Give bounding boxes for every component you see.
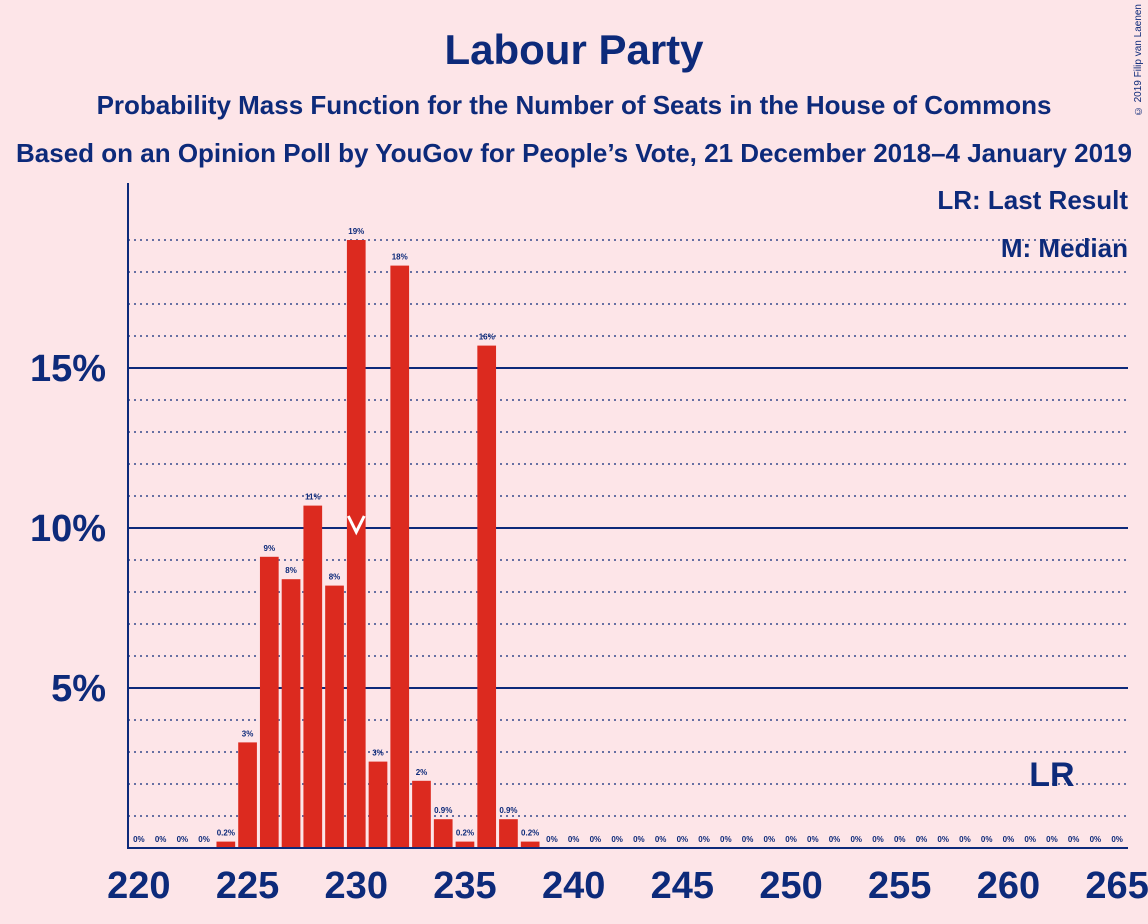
bar-value-label: 3% <box>242 729 254 738</box>
bar-value-label: 16% <box>479 333 495 342</box>
bar-value-label: 0% <box>1111 835 1123 844</box>
bar-232 <box>390 265 410 849</box>
bar-value-label: 0.2% <box>521 829 539 838</box>
bar-value-label: 0% <box>1090 835 1102 844</box>
bar-value-label: 0% <box>937 835 949 844</box>
bar-226 <box>259 556 279 848</box>
bar-value-label: 0% <box>155 835 167 844</box>
last-result-marker-label: LR <box>1029 756 1074 794</box>
bar-value-label: 0% <box>611 835 623 844</box>
bar-value-label: 0% <box>198 835 210 844</box>
bar-value-label: 0% <box>1046 835 1058 844</box>
bar-value-label: 3% <box>372 749 384 758</box>
bar-value-label: 0% <box>764 835 776 844</box>
x-tick-label: 220 <box>107 865 170 907</box>
chart-subtitle: Probability Mass Function for the Number… <box>96 90 1052 120</box>
bar-value-label: 0% <box>850 835 862 844</box>
bar-value-label: 2% <box>416 768 428 777</box>
bar-value-label: 0% <box>633 835 645 844</box>
y-tick-label: 10% <box>30 508 106 550</box>
y-tick-label: 15% <box>30 348 106 390</box>
bar-value-label: 0% <box>872 835 884 844</box>
bar-value-label: 11% <box>305 493 321 502</box>
x-tick-label: 255 <box>868 865 931 907</box>
x-tick-label: 225 <box>216 865 279 907</box>
bar-224 <box>216 841 236 848</box>
x-tick-label: 240 <box>542 865 605 907</box>
x-tick-label: 235 <box>433 865 496 907</box>
bar-value-label: 0% <box>1024 835 1036 844</box>
bar-233 <box>412 780 431 848</box>
bar-value-label: 0% <box>785 835 797 844</box>
x-tick-label: 230 <box>325 865 388 907</box>
x-tick-label: 265 <box>1085 865 1148 907</box>
bar-value-label: 0% <box>655 835 667 844</box>
bar-value-label: 0% <box>720 835 732 844</box>
bar-value-label: 0% <box>1003 835 1015 844</box>
bar-227 <box>281 579 301 848</box>
chart-source-subtitle: Based on an Opinion Poll by YouGov for P… <box>16 138 1132 168</box>
bar-value-label: 0% <box>959 835 971 844</box>
axis-layer: 5% 10% 15% 220 225 230 235 240 245 250 255 260 265 <box>30 183 1148 907</box>
bar-237 <box>499 819 518 848</box>
x-tick-label: 245 <box>651 865 714 907</box>
bar-230 <box>346 240 366 848</box>
chart-title: Labour Party <box>444 26 704 73</box>
bar-value-label: 0% <box>742 835 754 844</box>
legend-last-result: LR: Last Result <box>937 185 1128 215</box>
bar-228 <box>303 505 323 848</box>
bar-value-label: 0% <box>177 835 189 844</box>
bar-value-label: 8% <box>285 566 297 575</box>
bar-value-label: 0.9% <box>434 806 452 815</box>
bar-layer <box>216 240 540 849</box>
grid-layer <box>128 239 1128 817</box>
bar-value-label: 0.9% <box>499 806 517 815</box>
bar-234 <box>433 819 453 848</box>
bar-value-label: 0% <box>590 835 602 844</box>
bar-value-label: 0% <box>546 835 558 844</box>
legend-median: M: Median <box>1001 233 1128 263</box>
bar-value-label: 0.2% <box>456 829 474 838</box>
bar-value-label: 0% <box>807 835 819 844</box>
bar-value-label: 0% <box>568 835 580 844</box>
bar-value-label: 0% <box>1068 835 1080 844</box>
bar-value-label: 0% <box>677 835 689 844</box>
bar-231 <box>368 761 388 848</box>
bar-value-label: 9% <box>264 544 276 553</box>
bar-235 <box>455 841 475 848</box>
bar-value-label: 0% <box>133 835 145 844</box>
bar-value-label: 0% <box>981 835 993 844</box>
bar-value-label: 0% <box>698 835 710 844</box>
bar-236 <box>477 345 497 848</box>
bar-225 <box>238 742 257 848</box>
y-tick-label: 5% <box>51 668 106 710</box>
bar-value-label: 18% <box>392 253 408 262</box>
median-marker <box>346 515 366 536</box>
bar-value-label: 19% <box>348 227 364 236</box>
bar-value-label: 0.2% <box>217 829 235 838</box>
bar-value-label: 0% <box>916 835 928 844</box>
bar-label-layer: 0% 0% 0% 0% 0.2% 3% 9% 8% 11% 8% 19% 3% 18% 2% 0.9% 0.2… <box>133 227 1123 844</box>
bar-238 <box>520 841 540 848</box>
x-tick-label: 250 <box>759 865 822 907</box>
bar-value-label: 0% <box>894 835 906 844</box>
bar-value-label: 0% <box>829 835 841 844</box>
bar-229 <box>325 585 344 848</box>
x-tick-label: 260 <box>977 865 1040 907</box>
bar-value-label: 8% <box>329 573 341 582</box>
